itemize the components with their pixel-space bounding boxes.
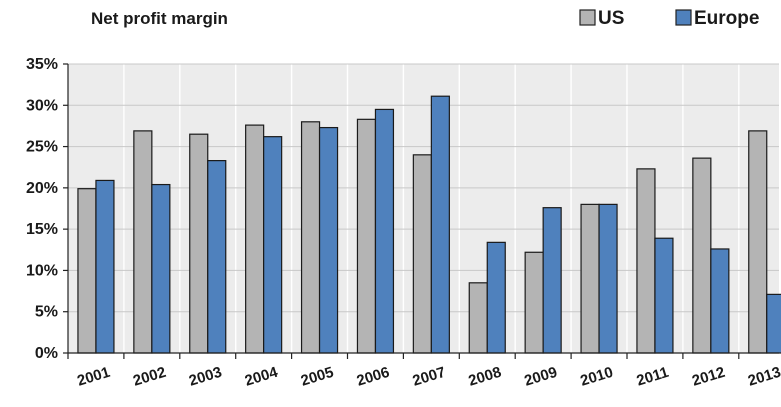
y-tick-label: 10%	[26, 262, 58, 279]
bar-europe-2013	[766, 293, 781, 354]
y-tick-label: 20%	[26, 180, 58, 197]
bar-us-2004	[245, 124, 265, 354]
bar-europe-2008	[486, 241, 506, 354]
x-tick-label: 2004	[243, 363, 281, 389]
bar-europe-2006	[374, 108, 395, 354]
x-tick-label: 2012	[690, 364, 727, 390]
y-axis-tick-labels: 0% 5% 10% 15% 20% 25% 30% 35%	[26, 56, 58, 362]
bar-us-2013	[748, 130, 768, 354]
bar-us-2002	[133, 130, 153, 354]
legend-item-europe: Europe	[675, 8, 759, 29]
bar-us-2009	[524, 251, 544, 354]
bar-europe-2012	[710, 248, 730, 354]
bar-europe-2004	[263, 136, 283, 354]
bar-europe-2005	[318, 126, 339, 354]
bar-us-2012	[692, 157, 712, 354]
x-tick-label: 2005	[299, 364, 336, 390]
legend-swatch-us	[579, 9, 596, 26]
y-tick-label: 35%	[26, 56, 58, 73]
bar-us-2003	[189, 133, 209, 354]
legend: US Europe	[579, 8, 759, 29]
bar-us-2001	[77, 188, 97, 354]
y-tick-label: 30%	[26, 97, 58, 114]
bar-europe-2009	[542, 207, 562, 354]
bar-europe-2003	[207, 160, 227, 354]
bar-us-2008	[468, 282, 488, 354]
y-tick-label: 0%	[35, 345, 58, 362]
bar-europe-2002	[151, 183, 171, 354]
legend-item-us: US	[579, 8, 624, 29]
bar-europe-2001	[95, 179, 115, 354]
bar-europe-2007	[430, 95, 450, 354]
legend-label-europe: Europe	[694, 8, 759, 29]
x-tick-label: 2013	[746, 364, 781, 390]
bar-us-2011	[636, 168, 656, 354]
x-tick-label: 2006	[355, 364, 392, 390]
x-tick-label: 2011	[635, 364, 671, 390]
bars	[77, 95, 781, 354]
x-tick-label: 2001	[75, 364, 112, 390]
x-tick-label: 2007	[411, 364, 448, 390]
bar-us-2005	[300, 121, 321, 354]
y-tick-label: 25%	[26, 139, 58, 156]
bar-europe-2011	[654, 237, 674, 354]
x-tick-label: 2002	[131, 364, 168, 390]
legend-swatch-europe	[675, 9, 692, 26]
bar-us-2006	[356, 118, 377, 354]
axes	[63, 63, 779, 359]
x-tick-label: 2008	[466, 364, 503, 390]
x-tick-label: 2009	[522, 364, 559, 390]
vertical-gridlines	[123, 64, 740, 353]
x-tick-label: 2010	[578, 364, 615, 390]
legend-label-us: US	[598, 8, 624, 29]
bar-us-2007	[412, 154, 432, 354]
x-axis-tick-labels: 2001 2002 2003 2004 2005 2006 2007 2008 2009 2010…	[75, 363, 781, 389]
y-tick-label: 15%	[26, 221, 58, 238]
x-tick-label: 2003	[187, 364, 224, 390]
chart-title: Net profit margin	[91, 9, 228, 28]
bar-us-2010	[580, 203, 600, 354]
bar-europe-2010	[598, 203, 618, 354]
y-tick-label: 5%	[35, 304, 58, 321]
